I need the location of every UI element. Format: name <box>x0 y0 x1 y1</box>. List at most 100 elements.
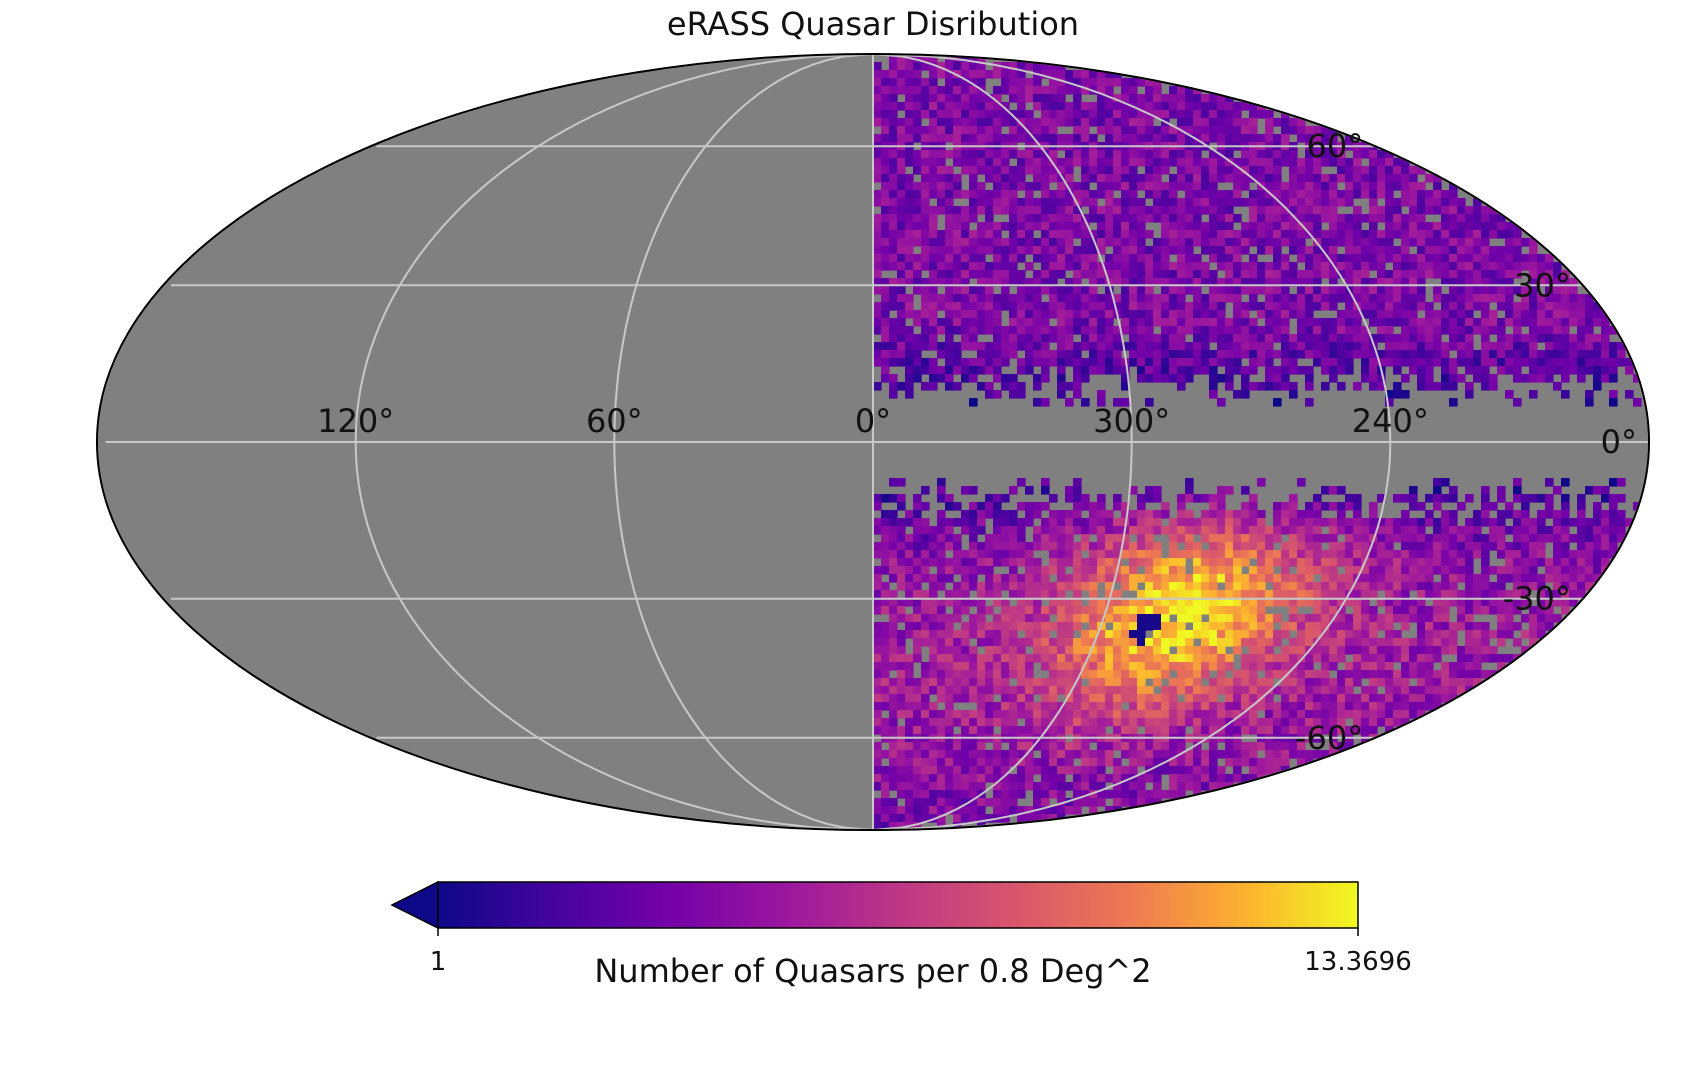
heatmap-cell <box>977 190 986 199</box>
heatmap-cell <box>1321 614 1330 623</box>
heatmap-cell <box>1361 646 1370 655</box>
heatmap-cell <box>1065 134 1074 143</box>
heatmap-cell <box>1185 174 1194 183</box>
heatmap-cell <box>1305 654 1314 663</box>
heatmap-cell <box>1441 366 1450 375</box>
heatmap-cell <box>1561 390 1570 399</box>
heatmap-cell <box>1209 606 1218 615</box>
heatmap-cell <box>1145 278 1154 287</box>
heatmap-cell <box>1273 198 1282 207</box>
heatmap-cell <box>1393 350 1402 359</box>
heatmap-cell <box>1297 246 1306 255</box>
heatmap-cell <box>1209 286 1218 295</box>
heatmap-cell <box>1017 654 1026 663</box>
heatmap-cell <box>1337 606 1346 615</box>
heatmap-cell <box>1073 478 1082 487</box>
heatmap-cell <box>1377 278 1386 287</box>
heatmap-cell <box>1465 598 1474 607</box>
heatmap-cell <box>1369 614 1378 623</box>
heatmap-cell <box>1041 374 1050 383</box>
heatmap-cell <box>1329 286 1338 295</box>
heatmap-cell <box>1201 550 1210 559</box>
heatmap-cell <box>1137 670 1146 679</box>
heatmap-cell <box>1121 190 1130 199</box>
heatmap-cell <box>1001 622 1010 631</box>
heatmap-cell <box>1161 182 1170 191</box>
heatmap-cell <box>1185 254 1194 263</box>
heatmap-cell <box>1009 246 1018 255</box>
heatmap-cell <box>1513 358 1522 367</box>
heatmap-cell <box>993 246 1002 255</box>
heatmap-cell <box>1033 534 1042 543</box>
heatmap-cell <box>1217 614 1226 623</box>
heatmap-cell <box>1249 134 1258 143</box>
heatmap-cell <box>1385 718 1394 727</box>
heatmap-cell <box>1209 630 1218 639</box>
heatmap-cell <box>1161 166 1170 175</box>
heatmap-cell <box>1537 510 1546 519</box>
heatmap-cell <box>1081 542 1090 551</box>
heatmap-cell <box>1313 550 1322 559</box>
heatmap-cell <box>993 222 1002 231</box>
heatmap-cell <box>921 590 930 599</box>
heatmap-cell <box>1025 518 1034 527</box>
heatmap-cell <box>1001 206 1010 215</box>
heatmap-cell <box>961 62 970 71</box>
heatmap-cell <box>1393 694 1402 703</box>
heatmap-cell <box>1081 118 1090 127</box>
heatmap-cell <box>1441 222 1450 231</box>
heatmap-cell <box>937 94 946 103</box>
heatmap-cell <box>1177 686 1186 695</box>
heatmap-cell <box>1073 246 1082 255</box>
heatmap-cell <box>969 646 978 655</box>
heatmap-cell <box>1145 582 1154 591</box>
heatmap-cell <box>1169 126 1178 135</box>
heatmap-cell <box>1377 174 1386 183</box>
heatmap-cell <box>1537 302 1546 311</box>
heatmap-cell <box>1073 606 1082 615</box>
heatmap-cell <box>921 158 930 167</box>
heatmap-cell <box>1161 670 1170 679</box>
heatmap-cell <box>1049 302 1058 311</box>
heatmap-cell <box>1521 358 1530 367</box>
heatmap-cell <box>1265 614 1274 623</box>
heatmap-cell <box>1233 510 1242 519</box>
heatmap-cell <box>1073 510 1082 519</box>
heatmap-cell <box>993 366 1002 375</box>
heatmap-cell <box>1153 270 1162 279</box>
heatmap-cell <box>1177 518 1186 527</box>
heatmap-cell <box>1233 102 1242 111</box>
heatmap-cell <box>1241 702 1250 711</box>
heatmap-cell <box>1121 670 1130 679</box>
heatmap-cell <box>1337 158 1346 167</box>
heatmap-cell <box>1417 334 1426 343</box>
heatmap-cell <box>1073 310 1082 319</box>
heatmap-cell <box>1473 214 1482 223</box>
heatmap-cell <box>1465 318 1474 327</box>
heatmap-cell <box>1601 526 1610 535</box>
heatmap-cell <box>1017 78 1026 87</box>
heatmap-cell <box>1017 86 1026 95</box>
heatmap-cell <box>1393 670 1402 679</box>
heatmap-cell <box>1385 646 1394 655</box>
heatmap-cell <box>1073 374 1082 383</box>
heatmap-cell <box>1001 542 1010 551</box>
heatmap-cell <box>1225 190 1234 199</box>
heatmap-cell <box>1193 102 1202 111</box>
heatmap-cell <box>1201 590 1210 599</box>
heatmap-cell <box>1289 638 1298 647</box>
heatmap-cell <box>1529 614 1538 623</box>
heatmap-cell <box>1049 326 1058 335</box>
heatmap-cell <box>1305 550 1314 559</box>
heatmap-cell <box>1393 358 1402 367</box>
heatmap-cell <box>1009 550 1018 559</box>
heatmap-cell <box>1537 254 1546 263</box>
heatmap-cell <box>1041 166 1050 175</box>
heatmap-cell <box>1073 390 1082 399</box>
heatmap-cell <box>1057 342 1066 351</box>
heatmap-cell <box>1521 646 1530 655</box>
heatmap-cell <box>1321 302 1330 311</box>
heatmap-cell <box>889 246 898 255</box>
heatmap-cell <box>881 182 890 191</box>
heatmap-cell <box>1273 502 1282 511</box>
